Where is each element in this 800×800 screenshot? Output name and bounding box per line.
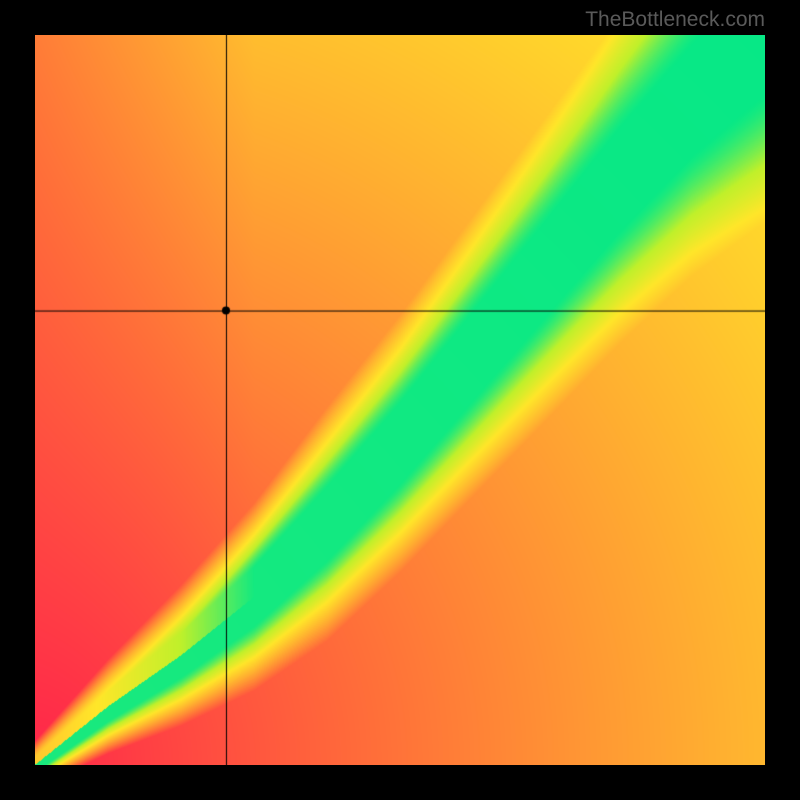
heatmap-canvas — [35, 35, 765, 765]
heatmap-plot — [35, 35, 765, 765]
watermark-text: TheBottleneck.com — [585, 8, 765, 32]
